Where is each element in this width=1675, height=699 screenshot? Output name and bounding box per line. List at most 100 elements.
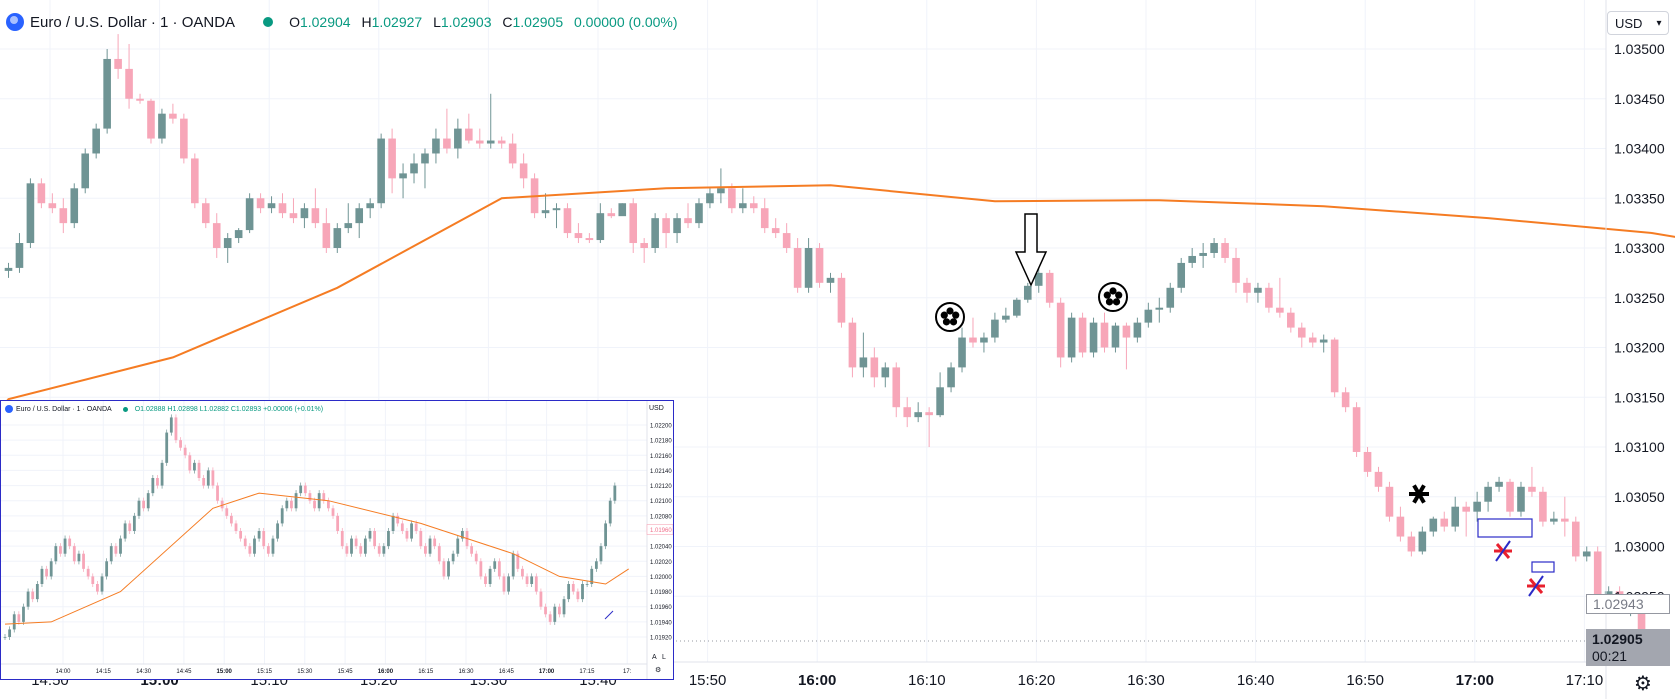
candle [1013, 297, 1021, 318]
flower-annotation-icon[interactable] [1098, 282, 1128, 312]
inset-candle [442, 558, 446, 580]
candle [574, 223, 583, 244]
inset-x-tick-label: 14:15 [96, 669, 112, 675]
inset-candle [151, 474, 155, 497]
candle [1287, 307, 1295, 333]
currency-selector[interactable]: USD ▾ [1607, 11, 1669, 35]
inset-candle [313, 497, 316, 512]
inset-candle [419, 527, 423, 550]
inset-candle [539, 588, 543, 610]
candle [212, 213, 221, 258]
inset-y-tick-label: 1.01920 [650, 636, 672, 642]
x-mark-annotation-icon[interactable] [1527, 575, 1545, 597]
candle [443, 108, 451, 154]
candle [1593, 546, 1602, 602]
candle [508, 133, 517, 169]
inset-candle [40, 565, 44, 588]
inset-candle [359, 543, 363, 557]
y-tick-label: 1.03250 [1614, 290, 1665, 306]
inset-candle [82, 550, 85, 572]
asterisk-annotation-icon[interactable] [1409, 484, 1429, 504]
candle [267, 196, 276, 214]
inset-candle [308, 490, 312, 504]
inset-candle [12, 611, 16, 633]
candle [1429, 516, 1438, 537]
x-mark-annotation-icon[interactable] [1494, 540, 1512, 562]
inset-candle [474, 550, 478, 565]
candle [37, 178, 46, 209]
candle [991, 312, 999, 343]
inset-candle [211, 467, 215, 489]
change-value: 0.00000 (0.00%) [574, 14, 678, 30]
inset-candle [400, 520, 404, 535]
x-tick-label: 16:20 [1018, 672, 1056, 689]
inset-candle [428, 535, 432, 557]
candle [1539, 486, 1547, 527]
inset-currency: USD [649, 405, 664, 412]
inset-candle [340, 527, 344, 550]
candle [749, 196, 758, 214]
inset-y-tick-label: 1.02100 [650, 499, 672, 505]
inset-candle [502, 573, 506, 595]
arrow-down-annotation[interactable] [1014, 213, 1048, 287]
inset-candle [77, 550, 81, 565]
inset-candle [479, 558, 483, 580]
inset-candle [280, 505, 284, 527]
inset-trendline [604, 610, 614, 620]
candle [1407, 531, 1416, 557]
inset-candle [544, 603, 547, 618]
inset-candle [585, 580, 589, 588]
y-tick-label: 1.03150 [1614, 389, 1665, 405]
inset-candle [243, 535, 247, 550]
inset-candle [257, 527, 261, 542]
inset-candle [285, 497, 289, 512]
crosshair-price-label: 1.02943 [1586, 594, 1670, 614]
candle [969, 317, 977, 348]
candle [136, 93, 144, 104]
y-tick-label: 1.03050 [1614, 489, 1665, 505]
candle [1451, 496, 1460, 532]
flower-annotation-icon[interactable] [935, 302, 965, 332]
candle [1034, 267, 1043, 293]
candle [760, 198, 769, 234]
candle [289, 198, 298, 224]
rectangle-annotation[interactable] [1477, 518, 1533, 538]
candle [1199, 243, 1207, 268]
x-tick-label: 16:00 [798, 672, 836, 689]
inset-candle [447, 558, 450, 580]
ohlc-legend: O1.02904 H1.02927 L1.02903 C1.02905 0.00… [289, 14, 678, 30]
inset-candle [3, 633, 7, 641]
candle [81, 148, 90, 194]
settings-gear-icon[interactable]: ⚙ [1634, 673, 1652, 695]
candle [48, 193, 57, 214]
inset-chart: 1.02200 1.02180 1.02160 1.02140 1.02120 1.021… [1, 401, 673, 679]
candle [344, 203, 353, 234]
candle [1210, 238, 1218, 258]
candle [399, 163, 407, 199]
candle [1155, 297, 1164, 323]
inset-candle [146, 490, 150, 512]
inset-candle [387, 527, 390, 550]
inset-candle [363, 535, 367, 557]
candle [936, 372, 944, 418]
candle [355, 203, 364, 239]
symbol-title[interactable]: Euro / U.S. Dollar · 1 · OANDA [30, 13, 236, 31]
candle [1254, 282, 1262, 303]
inset-candle [91, 573, 95, 588]
candle [333, 223, 342, 253]
inset-candle [234, 520, 238, 535]
inset-candle [202, 474, 206, 489]
inset-candle [114, 543, 118, 557]
inset-candle [336, 512, 340, 535]
inset-candle [54, 543, 58, 565]
inset-candle [331, 505, 335, 519]
candle [1473, 491, 1481, 522]
inset-candle [45, 565, 48, 580]
rectangle-annotation[interactable] [1531, 561, 1555, 573]
candle [1528, 466, 1536, 497]
inset-candle [576, 588, 580, 603]
inset-candle [35, 580, 39, 603]
inset-candle [169, 414, 173, 436]
candle [1418, 526, 1427, 555]
candle [1023, 282, 1032, 303]
